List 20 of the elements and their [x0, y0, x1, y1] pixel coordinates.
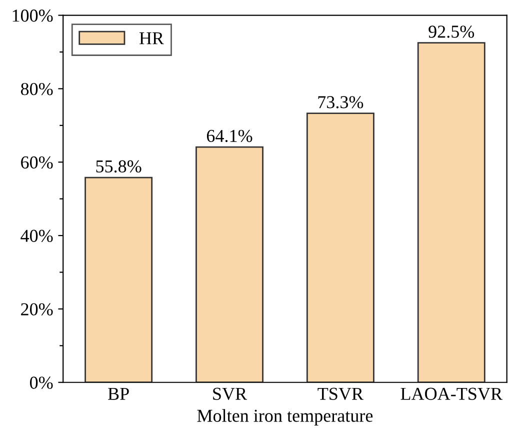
bar [84, 176, 153, 382]
y-tick-label: 60% [21, 156, 53, 169]
legend-label: HR [139, 32, 164, 44]
x-tick-label: SVR [213, 388, 248, 400]
x-tick-label: LAOA-TSVR [400, 388, 503, 400]
y-tick-label: 0% [30, 376, 53, 389]
bar [306, 112, 374, 382]
y-tick-label: 80% [20, 82, 53, 96]
data-label: 64.1% [206, 130, 252, 142]
y-tick-label: 40% [20, 230, 53, 242]
data-label: 92.5% [428, 26, 474, 38]
x-tick-label: BP [108, 388, 129, 400]
bar [417, 42, 486, 382]
y-tick-label: 100% [12, 10, 53, 22]
bar [196, 146, 264, 382]
data-label: 55.8% [96, 160, 142, 173]
x-tick-label: TSVR [318, 388, 364, 400]
data-label: 73.3% [318, 96, 364, 108]
y-tick-label: 20% [21, 303, 53, 316]
x-axis-title: Molten iron temperature [197, 409, 373, 426]
